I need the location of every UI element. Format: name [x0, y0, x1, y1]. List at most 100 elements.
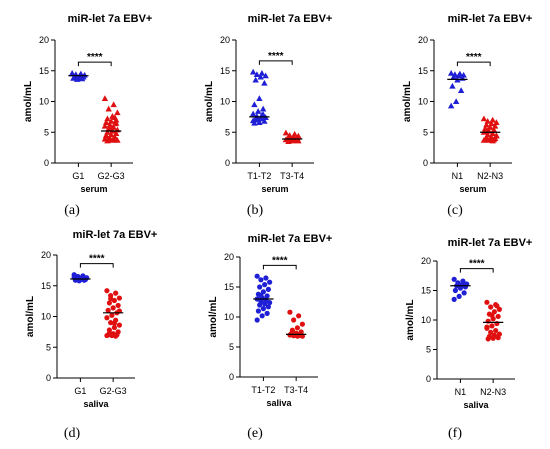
panel-5-t3-t4-point — [291, 317, 297, 323]
panel-3-n1-point — [457, 87, 465, 93]
panel-3-n1-point — [455, 72, 462, 79]
panel-1-g2-g3-point — [107, 131, 115, 138]
panel-6-n2-n3-point — [494, 303, 500, 309]
panel-5-t1-t2-point — [264, 310, 270, 316]
panel-2-panel-label: (b) — [247, 203, 264, 218]
panel-1-g1-point — [78, 75, 86, 82]
panel-1-y-tick-label: 15 — [39, 66, 49, 76]
panel-5-t1-t2-point — [265, 304, 271, 310]
panel-4-x-label: saliva — [83, 399, 109, 409]
panel-3-n1-point — [450, 73, 457, 80]
panel-3-n2-n3-point — [490, 126, 498, 133]
panel-4-y-tick-label: 20 — [41, 250, 51, 260]
panel-2-x-label: serum — [261, 184, 288, 194]
panel-3-n2-n3-point — [484, 117, 491, 124]
panel-1-significance-bracket — [77, 61, 112, 67]
panel-2-significance-bracket — [258, 60, 293, 65]
panel-3-y-tick-label: 20 — [418, 35, 428, 45]
panel-5-y-label: amol/mL — [208, 296, 219, 337]
panel-1-y-tick-label: 20 — [39, 35, 49, 45]
panel-6-n2-n3-point — [488, 304, 494, 310]
panel-6-n1-point — [460, 282, 466, 288]
panel-2-t1-t2-point — [256, 95, 263, 101]
panel-1-g2-g3-point — [102, 119, 110, 125]
panel-1-y-tick-label: 0 — [44, 158, 49, 168]
panel-6-y-tick-label: 20 — [421, 256, 431, 266]
panel-1-x-tick-label: G2-G3 — [98, 171, 125, 181]
panel-4-y-tick-label: 10 — [41, 312, 51, 322]
panel-1-g2-g3-point — [102, 132, 110, 138]
panel-6-significance-label: **** — [469, 259, 485, 270]
panel-1-y-tick-label: 10 — [39, 97, 49, 107]
panel-6-x-tick-label: N2-N3 — [480, 387, 506, 397]
panel-3-n2-n3-point — [493, 119, 500, 125]
panel-5-title: miR-let 7a EBV+ — [248, 233, 333, 245]
panel-4-panel-label: (d) — [64, 426, 81, 441]
panel-3-y-tick-label: 5 — [423, 127, 428, 137]
panel-3-n1-point — [447, 102, 455, 109]
panel-5-y-tick-label: 0 — [229, 372, 234, 382]
panel-3-n2-n3-point — [488, 120, 495, 127]
panel-1-g2-g3-point — [109, 137, 116, 143]
panel-5-t1-t2-point — [259, 313, 265, 319]
panel-6-x-tick-label: N1 — [455, 387, 467, 397]
panel-3-n2-n3-point — [491, 122, 499, 129]
panel-2-t1-t2-point — [258, 70, 266, 76]
panel-3-y-tick-label: 15 — [418, 66, 428, 76]
panel-5-significance-bracket — [262, 264, 297, 270]
panel-3-x-tick-label: N1 — [452, 171, 464, 181]
panel-1-g2-g3-point — [107, 117, 115, 124]
panel-3-n1-point — [447, 70, 455, 76]
panel-5-y-tick-label: 5 — [229, 342, 234, 352]
panel-5-t1-t2-point — [262, 301, 268, 307]
panel-5-t3-t4-point — [294, 325, 301, 331]
panel-3-n2-n3-point — [484, 127, 491, 133]
panel-2-t1-t2-point — [251, 101, 258, 108]
panel-3-n1-point — [449, 82, 456, 89]
panel-2-t1-t2-point — [249, 68, 257, 75]
panel-4-g2-g3-point — [106, 300, 113, 306]
panel-2-t1-t2-point — [252, 76, 259, 83]
panel-4-g2-g3-point — [111, 324, 118, 331]
panel-5-y-tick-label: 10 — [224, 312, 234, 322]
panel-1-g2-g3-point — [112, 119, 120, 126]
panel-6-n2-n3-point — [495, 313, 501, 320]
panel-1-g2-g3-point — [114, 109, 121, 116]
panel-6-y-tick-label: 15 — [421, 286, 431, 296]
panel-1-panel-label: (a) — [64, 203, 80, 218]
panel-6-y-tick-label: 0 — [426, 374, 431, 384]
panel-6-n2-n3-point — [489, 323, 495, 329]
panel-5-t1-t2-point — [257, 302, 263, 308]
panel-4-g2-g3-point — [111, 320, 118, 326]
panel-3-n2-n3-point — [489, 116, 496, 123]
panel-5-t1-t2-point — [262, 282, 268, 288]
panel-6-n2-n3-point — [485, 336, 491, 342]
panel-6-n2-n3-point — [488, 329, 494, 335]
panel-6-n2-n3-point — [495, 335, 501, 341]
panel-6-n2-n3-point — [484, 324, 490, 330]
panel-5-x-label: saliva — [266, 398, 292, 408]
panel-6-y-label: amol/mL — [405, 299, 416, 340]
panel-6-n1-point — [451, 276, 457, 282]
panel-2-t3-t4-point — [282, 129, 290, 136]
panel-3-n2-n3-point — [483, 121, 490, 128]
panel-1-title: miR-let 7a EBV+ — [68, 13, 153, 25]
panel-2-t1-t2-point — [249, 110, 257, 117]
panel-4-y-tick-label: 0 — [46, 373, 51, 383]
panel-5-t1-t2-point — [257, 284, 263, 290]
panel-2-y-tick-label: 5 — [225, 127, 230, 137]
panel-4-title: miR-let 7a EBV+ — [73, 229, 158, 241]
panel-2-t1-t2-point — [259, 105, 267, 112]
panel-2-t3-t4-point — [290, 137, 297, 144]
panel-1-g2-g3-point — [112, 130, 120, 137]
panel-1-x-label: serum — [80, 184, 107, 194]
panel-5-panel-label: (e) — [247, 426, 263, 441]
panel-1-g2-g3-point — [110, 101, 117, 108]
panel-2-t1-t2-point — [256, 119, 263, 125]
panel-4-g2-g3-point — [109, 312, 115, 318]
panel-1-g2-g3-point — [107, 125, 115, 132]
panel-1-y-label: amol/mL — [23, 81, 34, 122]
panel-5-t3-t4-point — [296, 313, 302, 319]
panel-3-n2-n3-point — [489, 130, 496, 137]
panel-2-y-tick-label: 10 — [220, 97, 230, 107]
